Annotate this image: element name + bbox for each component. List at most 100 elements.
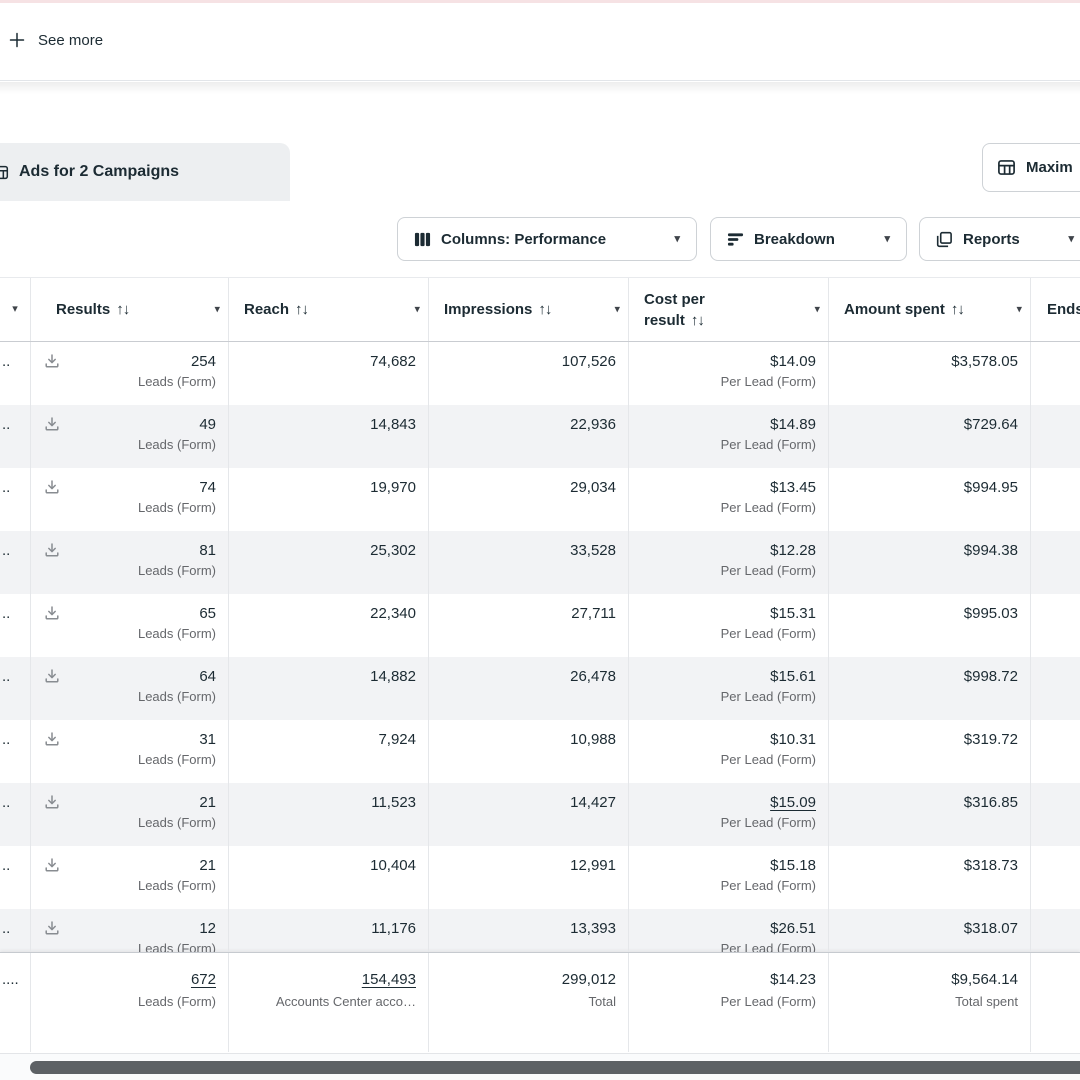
table-row[interactable]: .. 254 Leads (Form) 74,682 107,526 $14.0… [0,342,1080,405]
cost-per-result-cell: $12.28 Per Lead (Form) [628,531,828,594]
truncated-cell: .. [0,405,30,468]
impressions-value: 26,478 [570,668,616,685]
truncated-text: .. [2,542,11,559]
sort-icon[interactable]: ↑↓ [950,301,965,318]
footer-cost-sub: Per Lead (Form) [720,994,816,1009]
header-cell-impressions[interactable]: Impressions ↑↓ ▾ [428,278,628,341]
table-row[interactable]: .. 49 Leads (Form) 14,843 22,936 $14.89 … [0,405,1080,468]
maximize-button[interactable]: Maxim [982,143,1080,192]
cost-per-result-cell: $26.51 Per Lead (Form) [628,909,828,952]
reach-value: 10,404 [370,857,416,874]
impressions-cell: 14,427 [428,783,628,846]
header-cell-cost-per-result[interactable]: Cost per result ↑↓ ▾ [628,278,828,341]
table-row[interactable]: .. 12 Leads (Form) 11,176 13,393 $26.51 … [0,909,1080,952]
download-icon[interactable] [44,794,60,815]
footer-results-total[interactable]: 672 [190,971,216,988]
sort-icon[interactable]: ↑↓ [538,301,552,318]
table-row[interactable]: .. 31 Leads (Form) 7,924 10,988 $10.31 P… [0,720,1080,783]
header-cell-truncated[interactable]: ▾ [0,278,30,341]
table-row[interactable]: .. 74 Leads (Form) 19,970 29,034 $13.45 … [0,468,1080,531]
header-cell-reach[interactable]: Reach ↑↓ ▾ [228,278,428,341]
horizontal-scrollbar[interactable] [0,1053,1080,1080]
truncated-text: .. [2,605,11,622]
impressions-value: 13,393 [570,920,616,937]
reach-value: 7,924 [378,731,416,748]
results-subtitle: Leads (Form) [137,500,216,515]
cost-per-result-subtitle: Per Lead (Form) [720,374,816,389]
truncated-text: .. [2,479,11,496]
reach-cell: 14,843 [228,405,428,468]
amount-spent-cell: $318.07 [828,909,1030,952]
columns-dropdown-button[interactable]: Columns: Performance ▾ [397,217,697,261]
sort-icon[interactable]: ↑↓ [295,301,309,318]
ends-cell [1030,657,1080,720]
breakdown-dropdown-button[interactable]: Breakdown ▾ [710,217,907,261]
amount-spent-value: $319.72 [963,731,1018,748]
footer-impressions-total: 299,012 [561,971,616,988]
header-cell-amount-spent[interactable]: Amount spent ↑↓ ▾ [828,278,1030,341]
ends-cell [1030,783,1080,846]
reach-cell: 11,523 [228,783,428,846]
chevron-down-icon[interactable]: ▾ [814,303,820,315]
download-icon[interactable] [44,542,60,563]
download-icon[interactable] [44,353,60,374]
results-value: 21 [199,794,216,811]
table-row[interactable]: .. 21 Leads (Form) 11,523 14,427 $15.09 … [0,783,1080,846]
tab-ads-for-campaigns[interactable]: Ads for 2 Campaigns [0,143,290,201]
amount-spent-value: $318.73 [963,857,1018,874]
cost-per-result-value: $12.28 [770,542,816,559]
sort-icon[interactable]: ↑↓ [690,311,705,329]
download-icon[interactable] [44,605,60,626]
results-cell: 21 Leads (Form) [30,783,228,846]
results-cell: 81 Leads (Form) [30,531,228,594]
table-row[interactable]: .. 21 Leads (Form) 10,404 12,991 $15.18 … [0,846,1080,909]
truncated-cell: .. [0,657,30,720]
table-body: .. 254 Leads (Form) 74,682 107,526 $14.0… [0,342,1080,952]
plus-icon [8,31,26,49]
scrollbar-thumb[interactable] [30,1061,1080,1074]
download-icon[interactable] [44,668,60,689]
download-icon[interactable] [44,857,60,878]
chevron-down-icon[interactable]: ▾ [12,303,18,315]
results-subtitle: Leads (Form) [137,374,216,389]
reach-cell: 74,682 [228,342,428,405]
truncated-text: .. [2,668,11,685]
amount-spent-cell: $3,578.05 [828,342,1030,405]
ends-cell [1030,594,1080,657]
amount-spent-value: $729.64 [963,416,1018,433]
download-icon[interactable] [44,920,60,941]
column-label: Amount spent [844,301,945,318]
ends-cell [1030,342,1080,405]
results-value: 65 [199,605,216,622]
reach-cell: 11,176 [228,909,428,952]
download-icon[interactable] [44,731,60,752]
chevron-down-icon[interactable]: ▾ [414,303,420,315]
download-icon[interactable] [44,416,60,437]
impressions-value: 107,526 [561,353,616,370]
cost-per-result-value: $15.31 [770,605,816,622]
amount-spent-value: $998.72 [963,668,1018,685]
results-cell: 21 Leads (Form) [30,846,228,909]
results-value: 64 [199,668,216,685]
reports-icon [936,231,953,248]
table-row[interactable]: .. 81 Leads (Form) 25,302 33,528 $12.28 … [0,531,1080,594]
chevron-down-icon[interactable]: ▾ [1016,303,1022,315]
table-row[interactable]: .. 65 Leads (Form) 22,340 27,711 $15.31 … [0,594,1080,657]
footer-reach-total[interactable]: 154,493 [361,971,416,988]
sort-icon[interactable]: ↑↓ [116,301,130,318]
results-cell: 49 Leads (Form) [30,405,228,468]
header-cell-ends[interactable]: Ends [1030,278,1080,341]
cost-per-result-subtitle: Per Lead (Form) [720,752,816,767]
download-icon[interactable] [44,479,60,500]
see-more-button[interactable]: See more [8,31,103,49]
header-cell-results[interactable]: Results ↑↓ ▾ [30,278,228,341]
cost-per-result-subtitle: Per Lead (Form) [720,815,816,830]
table-row[interactable]: .. 64 Leads (Form) 14,882 26,478 $15.61 … [0,657,1080,720]
see-more-label: See more [38,31,104,49]
amount-spent-cell: $316.85 [828,783,1030,846]
chevron-down-icon[interactable]: ▾ [614,303,620,315]
chevron-down-icon[interactable]: ▾ [214,303,220,315]
impressions-cell: 10,988 [428,720,628,783]
reports-dropdown-button[interactable]: Reports ▾ [919,217,1080,261]
maximize-label: Maxim [1026,159,1073,176]
